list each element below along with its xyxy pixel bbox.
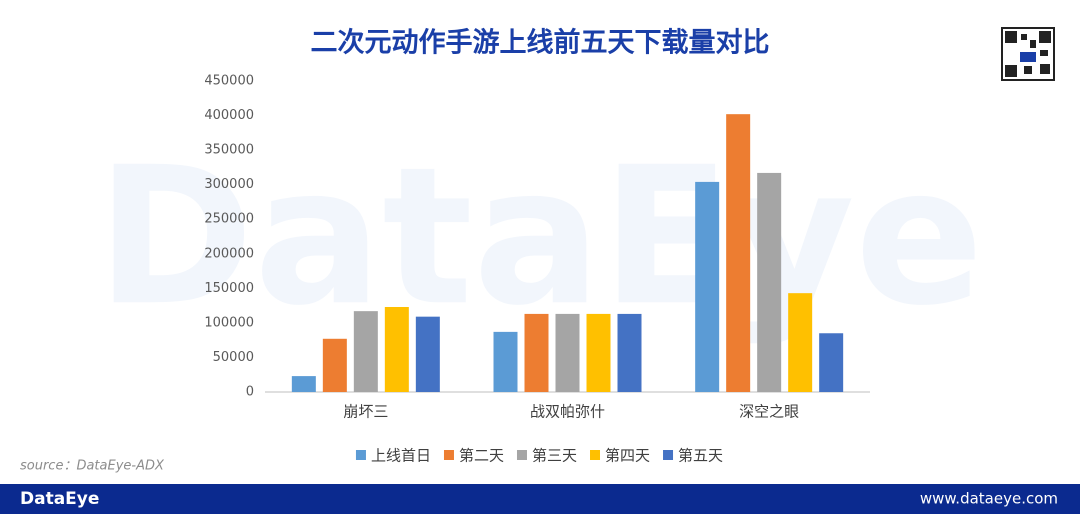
y-tick-label: 250000 (204, 212, 254, 227)
legend-swatch (355, 450, 366, 460)
bar (819, 333, 844, 392)
y-tick-label: 400000 (204, 108, 254, 123)
qr-code (1001, 27, 1055, 81)
footer-url: www.dataeye.com (920, 490, 1058, 508)
source: source：DataEye-ADX (20, 459, 165, 474)
bar (291, 376, 316, 392)
legend-label: 第二天 (459, 447, 504, 465)
bar (415, 316, 440, 392)
bar (726, 114, 751, 392)
y-tick-label: 450000 (204, 74, 254, 89)
footer-brand: DataEye (20, 489, 99, 509)
chart-title: 二次元动作手游上线前五天下载量对比 (311, 27, 770, 59)
x-tick-label: 崩坏三 (343, 403, 388, 421)
legend-label: 第五天 (678, 447, 723, 465)
y-tick-label: 200000 (204, 246, 254, 261)
bar (695, 181, 720, 392)
y-tick-label: 300000 (204, 177, 254, 192)
bar (322, 338, 347, 392)
bar (353, 311, 378, 392)
bar (617, 313, 642, 392)
legend-label: 上线首日 (371, 447, 431, 465)
bar (555, 313, 580, 392)
x-tick-label: 战双帕弥什 (530, 403, 605, 421)
footer-bar (0, 484, 1080, 514)
bar (586, 313, 611, 392)
bar (384, 306, 409, 392)
legend-label: 第三天 (532, 447, 577, 465)
y-tick-label: 350000 (204, 143, 254, 158)
watermark: DataEye (96, 126, 983, 347)
legend-swatch (443, 450, 454, 460)
y-tick-label: 0 (246, 385, 254, 400)
x-tick-label: 深空之眼 (739, 403, 799, 421)
legend-label: 第四天 (605, 447, 650, 465)
y-tick-label: 150000 (204, 281, 254, 296)
legend-swatch (590, 450, 601, 460)
bar (788, 293, 813, 392)
legend-swatch (516, 450, 527, 460)
bar (757, 172, 782, 392)
bar (493, 331, 518, 392)
legend-swatch (663, 450, 674, 460)
y-tick-label: 100000 (204, 315, 254, 330)
y-tick-label: 50000 (213, 350, 254, 365)
bar (524, 313, 549, 392)
